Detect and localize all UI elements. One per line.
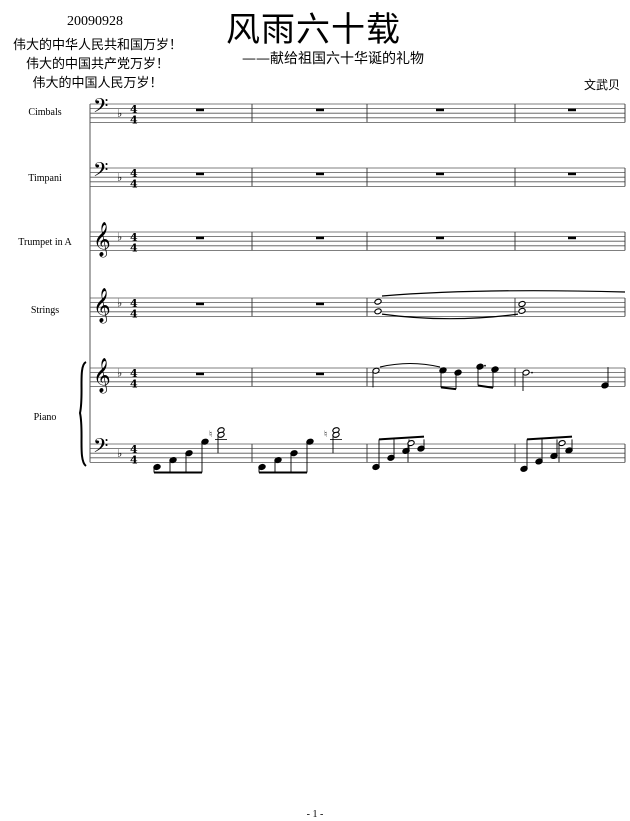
treble-clef-icon: 𝄞 bbox=[93, 358, 111, 394]
whole-rest bbox=[568, 108, 576, 112]
beam bbox=[526, 435, 573, 441]
whole-note bbox=[518, 300, 526, 308]
date: 20090928 bbox=[67, 14, 123, 29]
time-signature: 4 bbox=[130, 103, 138, 116]
whole-rest bbox=[436, 172, 444, 176]
note bbox=[454, 369, 462, 376]
whole-rest bbox=[196, 372, 204, 376]
tie bbox=[381, 313, 519, 320]
whole-rest bbox=[316, 236, 324, 240]
whole-rest bbox=[316, 108, 324, 112]
whole-rest bbox=[196, 302, 204, 306]
time-signature: 4 bbox=[130, 231, 138, 244]
time-signature: 4 bbox=[130, 443, 138, 456]
slogan: 伟大的中华人民共和国万岁！ bbox=[12, 38, 182, 53]
time-signature: 4 bbox=[130, 297, 138, 310]
treble-clef-icon: 𝄞 bbox=[93, 288, 111, 324]
whole-rest bbox=[196, 236, 204, 240]
whole-note bbox=[374, 308, 382, 315]
slogan: 伟大的中国人民万岁！ bbox=[32, 76, 163, 91]
bass-clef-icon: 𝄢 bbox=[93, 434, 108, 462]
bass-clef-icon: 𝄢 bbox=[93, 94, 108, 122]
beam bbox=[440, 386, 457, 391]
flat-icon: ♭ bbox=[117, 230, 122, 243]
whole-rest bbox=[316, 372, 324, 376]
flat-icon: ♭ bbox=[117, 171, 122, 184]
note bbox=[476, 363, 484, 370]
page-number: - 1 - bbox=[306, 809, 324, 820]
time-signature: 4 bbox=[130, 177, 138, 190]
whole-note bbox=[374, 298, 382, 305]
whole-rest bbox=[436, 108, 444, 112]
whole-note bbox=[518, 307, 526, 314]
whole-rest bbox=[316, 172, 324, 176]
brace bbox=[78, 361, 87, 467]
bass-clef-icon: 𝄢 bbox=[93, 158, 108, 186]
whole-rest bbox=[196, 172, 204, 176]
whole-rest bbox=[436, 236, 444, 240]
flat-icon: ♭ bbox=[117, 107, 122, 120]
whole-rest bbox=[316, 302, 324, 306]
tie bbox=[379, 362, 441, 368]
subtitle: ——献给祖国六十华诞的礼物 bbox=[242, 51, 424, 67]
whole-rest bbox=[568, 172, 576, 176]
instrument-label: Timpani bbox=[28, 173, 62, 184]
beam bbox=[378, 435, 425, 441]
time-signature: 4 bbox=[130, 453, 138, 466]
time-signature: 4 bbox=[130, 241, 138, 254]
time-signature: 4 bbox=[130, 377, 138, 390]
natural-icon: ♮ bbox=[209, 430, 212, 440]
dot bbox=[531, 371, 533, 374]
flat-icon: ♭ bbox=[117, 366, 122, 379]
note bbox=[491, 366, 499, 373]
page-title: 风雨六十载 bbox=[226, 10, 401, 50]
treble-clef-icon: 𝄞 bbox=[93, 222, 111, 258]
dot bbox=[484, 364, 486, 367]
time-signature: 4 bbox=[130, 367, 138, 380]
time-signature: 4 bbox=[130, 167, 138, 180]
instrument-label: Piano bbox=[33, 412, 57, 423]
whole-rest bbox=[196, 108, 204, 112]
natural-icon: ♮ bbox=[324, 430, 327, 440]
beam bbox=[477, 384, 494, 389]
flat-icon: ♭ bbox=[117, 296, 122, 309]
time-signature: 4 bbox=[130, 307, 138, 320]
instrument-label: Cimbals bbox=[28, 107, 62, 118]
instrument-label: Strings bbox=[30, 305, 60, 316]
slogan: 伟大的中国共产党万岁！ bbox=[25, 57, 169, 72]
composer: 文武贝 bbox=[584, 78, 621, 92]
whole-rest bbox=[568, 236, 576, 240]
time-signature: 4 bbox=[130, 113, 138, 126]
flat-icon: ♭ bbox=[117, 447, 122, 460]
instrument-label: Trumpet in A bbox=[18, 237, 72, 248]
tie bbox=[381, 290, 626, 297]
